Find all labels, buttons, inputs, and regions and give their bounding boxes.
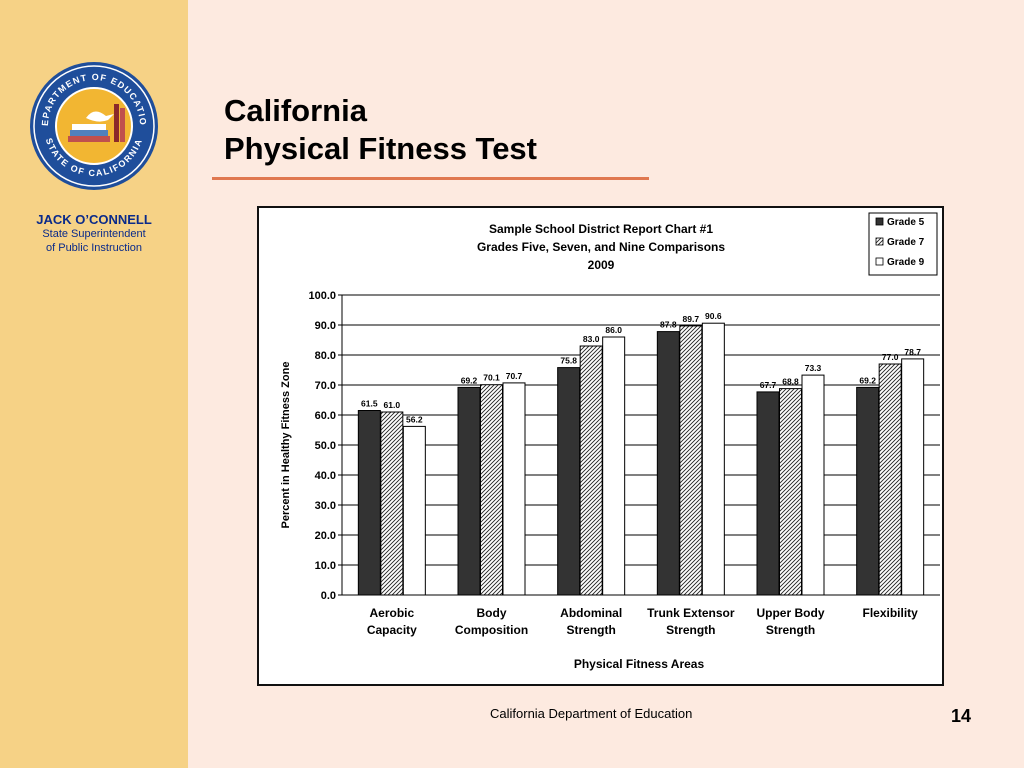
data-label: 70.1: [483, 373, 500, 383]
bar-grade-7: [679, 325, 703, 596]
sidebar: DEPARTMENT OF EDUCATION STATE OF CALIFOR…: [0, 0, 188, 768]
x-tick-label: Capacity: [367, 623, 417, 637]
y-tick-label: 50.0: [315, 440, 336, 452]
superintendent-role-line2: of Public Instruction: [46, 242, 142, 254]
legend-label: Grade 9: [887, 257, 925, 268]
data-label: 83.0: [583, 334, 600, 344]
data-label: 56.2: [406, 414, 423, 424]
y-tick-label: 20.0: [315, 530, 336, 542]
bar-grade-9: [602, 336, 626, 596]
y-tick-label: 100.0: [308, 290, 336, 302]
chart-title-line-1: Sample School District Report Chart #1: [489, 222, 713, 236]
legend-swatch: [875, 257, 884, 266]
data-label: 86.0: [605, 325, 622, 335]
data-label: 70.7: [506, 371, 523, 381]
x-tick-label: Strength: [666, 623, 715, 637]
chart-legend: Grade 5 Grade 7 Grade 9: [868, 212, 938, 276]
bar-grade-5: [557, 367, 581, 596]
bar-grade-5: [357, 410, 381, 596]
data-label: 75.8: [560, 356, 577, 366]
y-tick-label: 90.0: [315, 320, 336, 332]
y-axis-title: Percent in Healthy Fitness Zone: [280, 362, 292, 529]
bar-grade-7: [779, 388, 802, 596]
superintendent-role-line1: State Superintendent: [42, 228, 146, 240]
data-label: 69.2: [859, 375, 876, 385]
y-tick-label: 30.0: [315, 500, 336, 512]
bar-grade-9: [502, 382, 526, 596]
x-tick-label: Aerobic: [369, 606, 414, 620]
x-tick-label: Abdominal: [560, 606, 622, 620]
x-tick-label: Composition: [455, 623, 528, 637]
y-tick-label: 40.0: [315, 470, 336, 482]
chart-grid: [342, 294, 940, 596]
bar-grade-7: [480, 384, 503, 596]
legend-label: Grade 5: [887, 217, 925, 228]
y-tick-label: 60.0: [315, 410, 336, 422]
chart-title-line-2: Grades Five, Seven, and Nine Comparisons: [477, 240, 725, 254]
bar-grade-9: [402, 425, 426, 596]
legend-swatch: [875, 237, 884, 246]
data-label: 87.8: [660, 320, 677, 330]
chart-title-line-3: 2009: [588, 258, 615, 272]
slide-title: California Physical Fitness Test: [224, 92, 537, 168]
data-label: 68.8: [782, 377, 799, 387]
slide-title-line2: Physical Fitness Test: [224, 131, 537, 166]
x-tick-label: Trunk Extensor: [647, 606, 735, 620]
x-axis-title: Physical Fitness Areas: [574, 657, 705, 671]
bar-chart: 61.5 69.2 75.8 87.8 67.7 69.2 61.0 70.1 83.0 89.7…: [280, 212, 940, 671]
legend-swatch: [875, 217, 884, 226]
chart-frame: 61.5 69.2 75.8 87.8 67.7 69.2 61.0 70.1 83.0 89.7…: [257, 206, 944, 686]
legend-label: Grade 7: [887, 237, 925, 248]
x-tick-label: Strength: [766, 623, 815, 637]
bar-grade-5: [856, 386, 880, 596]
bar-grade-7: [579, 345, 603, 596]
bar-grade-7: [380, 411, 404, 596]
bar-grade-9: [901, 358, 925, 596]
data-label: 73.3: [805, 363, 822, 373]
data-label: 78.7: [904, 347, 921, 357]
bar-grade-7: [878, 363, 902, 596]
chart-axes: 0.0 10.0 20.0 30.0 40.0 50.0 60.0 70.0 80.0 90.0 1…: [280, 290, 940, 671]
footer-text: California Department of Education: [490, 706, 693, 721]
y-tick-label: 80.0: [315, 350, 336, 362]
chart-data-labels: 61.5 69.2 75.8 87.8 67.7 69.2 61.0 70.1 83.0 89.7…: [361, 311, 921, 424]
bar-grade-9: [701, 322, 725, 596]
bar-grade-5: [656, 331, 680, 596]
x-tick-label: Flexibility: [862, 606, 918, 620]
data-label: 61.5: [361, 399, 378, 409]
page-number: 14: [951, 706, 972, 726]
title-underline: [212, 177, 649, 180]
chart-bars: [357, 322, 925, 596]
department-seal-icon: DEPARTMENT OF EDUCATION STATE OF CALIFOR…: [28, 60, 158, 190]
slide-title-line1: California: [224, 93, 367, 128]
data-label: 69.2: [461, 375, 478, 385]
data-label: 90.6: [705, 311, 722, 321]
bar-grade-5: [756, 391, 780, 596]
bar-grade-5: [457, 386, 481, 596]
superintendent-block: JACK O’CONNELL State Superintendent of P…: [0, 212, 188, 255]
data-label: 89.7: [683, 314, 700, 324]
data-label: 77.0: [882, 352, 899, 362]
superintendent-name: JACK O’CONNELL: [36, 212, 152, 227]
data-label: 61.0: [384, 400, 401, 410]
x-tick-label: Body: [477, 606, 507, 620]
x-tick-label: Strength: [566, 623, 615, 637]
bar-grade-9: [801, 374, 825, 596]
y-tick-label: 10.0: [315, 560, 336, 572]
data-label: 67.7: [760, 380, 777, 390]
y-tick-label: 70.0: [315, 380, 336, 392]
x-tick-label: Upper Body: [756, 606, 824, 620]
y-tick-label: 0.0: [321, 590, 336, 602]
